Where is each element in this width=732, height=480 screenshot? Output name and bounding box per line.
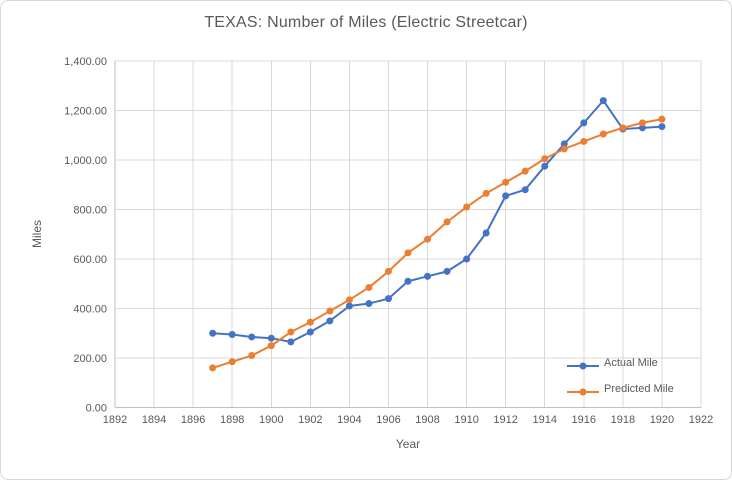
actual-mile-point-1905[interactable]	[365, 300, 373, 308]
y-tick-label-200: 200.00	[73, 353, 107, 365]
predicted-mile-point-1904[interactable]	[345, 296, 353, 304]
predicted-series-marker-icon	[567, 384, 599, 396]
predicted-mile-point-1915[interactable]	[560, 145, 568, 153]
x-tick-label-1894: 1894	[142, 414, 166, 426]
y-tick-label-600: 600.00	[73, 254, 107, 266]
actual-mile-point-1916[interactable]	[580, 119, 588, 127]
legend-label-predicted-mile: Predicted Mile	[604, 383, 674, 395]
predicted-mile-point-1914[interactable]	[541, 155, 549, 163]
actual-mile-point-1906[interactable]	[384, 295, 392, 303]
predicted-mile-point-1902[interactable]	[306, 318, 314, 326]
x-tick-label-1922: 1922	[689, 414, 713, 426]
predicted-mile-point-1920[interactable]	[658, 115, 666, 123]
y-tick-label-0: 0.00	[86, 403, 107, 415]
predicted-mile-point-1919[interactable]	[638, 119, 646, 127]
y-axis-title: Miles	[30, 219, 44, 249]
predicted-mile-point-1903[interactable]	[326, 307, 334, 315]
legend: Actual Mile Predicted Mile	[567, 350, 674, 402]
x-tick-label-1920: 1920	[650, 414, 674, 426]
actual-mile-point-1898[interactable]	[228, 330, 236, 338]
x-tick-label-1892: 1892	[103, 414, 127, 426]
predicted-mile-point-1899[interactable]	[248, 352, 256, 360]
x-tick-label-1902: 1902	[298, 414, 322, 426]
actual-mile-point-1900[interactable]	[267, 334, 275, 342]
y-tick-label-1400: 1,400.00	[64, 56, 107, 68]
actual-mile-point-1902[interactable]	[306, 328, 314, 336]
predicted-mile-point-1910[interactable]	[463, 203, 471, 211]
predicted-mile-point-1916[interactable]	[580, 137, 588, 145]
actual-mile-point-1904[interactable]	[345, 302, 353, 310]
predicted-mile-point-1909[interactable]	[443, 218, 451, 226]
chart-title: TEXAS: Number of Miles (Electric Streetc…	[204, 14, 528, 31]
actual-mile-point-1912[interactable]	[502, 192, 510, 200]
predicted-mile-point-1912[interactable]	[502, 178, 510, 186]
legend-item-predicted-mile[interactable]: Predicted Mile	[567, 376, 674, 402]
x-tick-label-1896: 1896	[181, 414, 205, 426]
actual-mile-point-1901[interactable]	[287, 338, 295, 346]
actual-mile-point-1897[interactable]	[209, 329, 217, 337]
actual-mile-point-1909[interactable]	[443, 267, 451, 275]
predicted-mile-point-1917[interactable]	[599, 130, 607, 138]
x-tick-label-1906: 1906	[376, 414, 400, 426]
predicted-mile-point-1897[interactable]	[209, 364, 217, 372]
x-tick-label-1900: 1900	[259, 414, 283, 426]
actual-mile-point-1919[interactable]	[638, 124, 646, 132]
x-tick-label-1908: 1908	[415, 414, 439, 426]
legend-label-actual-mile: Actual Mile	[604, 357, 658, 369]
predicted-mile-point-1911[interactable]	[482, 189, 490, 197]
y-tick-label-400: 400.00	[73, 304, 107, 316]
actual-mile-point-1911[interactable]	[482, 229, 490, 237]
actual-mile-point-1899[interactable]	[248, 333, 256, 341]
x-tick-label-1918: 1918	[611, 414, 635, 426]
actual-mile-point-1910[interactable]	[463, 255, 471, 263]
predicted-mile-point-1906[interactable]	[384, 267, 392, 275]
predicted-mile-point-1918[interactable]	[619, 124, 627, 132]
x-axis-title: Year	[395, 437, 421, 451]
actual-mile-point-1913[interactable]	[521, 186, 529, 194]
x-tick-label-1910: 1910	[454, 414, 478, 426]
actual-mile-point-1907[interactable]	[404, 277, 412, 285]
x-tick-label-1912: 1912	[493, 414, 517, 426]
predicted-mile-point-1900[interactable]	[267, 342, 275, 350]
legend-item-actual-mile[interactable]: Actual Mile	[567, 350, 674, 376]
predicted-mile-point-1898[interactable]	[228, 358, 236, 366]
actual-mile-point-1917[interactable]	[599, 97, 607, 105]
actual-mile-point-1920[interactable]	[658, 123, 666, 131]
actual-mile-point-1914[interactable]	[541, 162, 549, 170]
predicted-mile-point-1901[interactable]	[287, 328, 295, 336]
y-tick-label-1200: 1,200.00	[64, 106, 107, 118]
predicted-mile-point-1905[interactable]	[365, 283, 373, 291]
x-tick-label-1904: 1904	[337, 414, 361, 426]
x-tick-label-1914: 1914	[532, 414, 556, 426]
y-tick-label-800: 800.00	[73, 205, 107, 217]
x-tick-label-1916: 1916	[572, 414, 596, 426]
x-tick-label-1898: 1898	[220, 414, 244, 426]
predicted-mile-point-1907[interactable]	[404, 249, 412, 257]
actual-mile-point-1915[interactable]	[560, 140, 568, 148]
predicted-mile-line[interactable]	[211, 118, 663, 369]
actual-mile-point-1908[interactable]	[424, 272, 432, 280]
actual-series-marker-icon	[567, 358, 599, 370]
predicted-mile-point-1913[interactable]	[521, 167, 529, 175]
actual-mile-point-1903[interactable]	[326, 317, 334, 325]
y-tick-label-1000: 1,000.00	[64, 155, 107, 167]
predicted-mile-point-1908[interactable]	[424, 235, 432, 243]
